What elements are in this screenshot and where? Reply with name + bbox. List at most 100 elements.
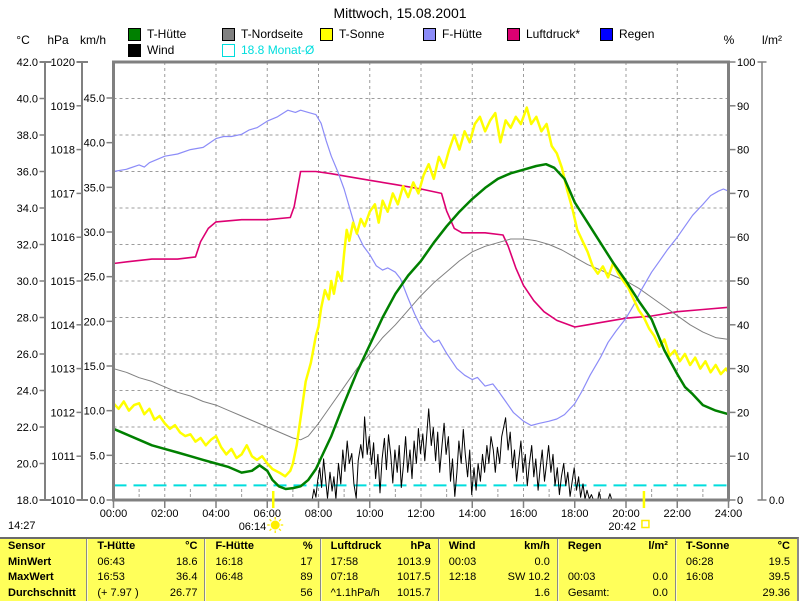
table-column-header: F-Hütte% bbox=[205, 539, 319, 555]
axis-unit-percent: % bbox=[723, 33, 735, 47]
legend-swatch-icon bbox=[128, 43, 141, 57]
legend-swatch-icon bbox=[600, 27, 613, 41]
kmh-tick-label: 35.0 bbox=[84, 182, 105, 194]
hpa-tick-label: 1010 bbox=[51, 495, 75, 507]
cell-value: 29.36 bbox=[762, 586, 790, 599]
percent-tick-label: 20 bbox=[737, 407, 749, 419]
table-column-t-h-tte: T-Hütte °C 06:43 18.6 16:53 36.4 (+ 7.97 ) 26.7… bbox=[86, 539, 204, 601]
table-row-label: MinWert bbox=[0, 555, 86, 571]
kmh-tick-label: 20.0 bbox=[84, 316, 105, 328]
legend-item-wind: Wind bbox=[128, 43, 174, 57]
table-row-label-text: Sensor bbox=[8, 540, 46, 552]
table-cell-maxwert: 12:18 SW 10.2 bbox=[439, 570, 557, 586]
sensor-unit: l/m² bbox=[648, 540, 668, 552]
legend-item-t-sonne: T-Sonne bbox=[320, 27, 384, 41]
plot-border bbox=[112, 60, 730, 502]
axis-unit-celsius: °C bbox=[16, 33, 30, 47]
legend-label: F-Hütte bbox=[442, 27, 483, 41]
cell-value: 26.77 bbox=[169, 586, 198, 599]
sensor-name: Luftdruck bbox=[330, 540, 382, 552]
sensor-unit: °C bbox=[185, 540, 198, 552]
cell-value: 89 bbox=[300, 571, 313, 583]
table-cell-durchschnitt: 1.6 bbox=[439, 586, 557, 601]
legend-item-t-nordseite: T-Nordseite bbox=[222, 27, 303, 41]
status-time: 14:27 bbox=[8, 520, 36, 532]
table-row-label: Durchschnitt bbox=[0, 586, 86, 601]
series-wind bbox=[311, 408, 613, 501]
hpa-tick-label: 1017 bbox=[51, 188, 75, 200]
series-luftdruck bbox=[112, 170, 730, 328]
celsius-tick-label: 36.0 bbox=[17, 167, 38, 179]
lm2-tick-label: 0.0 bbox=[769, 495, 784, 507]
table-cell-minwert: 06:28 19.5 bbox=[676, 555, 797, 571]
cell-value: 0.0 bbox=[534, 555, 550, 568]
time-tick-label: 14:00 bbox=[458, 508, 486, 520]
sensor-unit: km/h bbox=[524, 540, 550, 552]
cell-time: 00:03 bbox=[567, 571, 596, 583]
time-tick-label: 20:00 bbox=[612, 508, 640, 520]
table-row-label: Sensor bbox=[0, 539, 86, 555]
hpa-tick-label: 1012 bbox=[51, 407, 75, 419]
celsius-tick-label: 26.0 bbox=[17, 349, 38, 361]
hpa-tick-label: 1019 bbox=[51, 101, 75, 113]
percent-tick-label: 80 bbox=[737, 145, 749, 157]
cell-time: 16:53 bbox=[97, 571, 125, 583]
sun-ray bbox=[278, 518, 282, 522]
table-cell-maxwert: 16:53 36.4 bbox=[87, 570, 204, 586]
sunrise-time: 06:14 bbox=[239, 521, 267, 533]
table-column-header: Regen l/m² bbox=[558, 539, 675, 555]
celsius-tick-label: 20.0 bbox=[17, 459, 38, 471]
legend-item-luftdruck-: Luftdruck* bbox=[507, 27, 580, 41]
legend-swatch-icon bbox=[423, 27, 436, 41]
time-tick-label: 10:00 bbox=[356, 508, 384, 520]
table-row-label: MaxWert bbox=[0, 570, 86, 586]
hpa-tick-label: 1014 bbox=[51, 320, 75, 332]
table-row-label-text: MinWert bbox=[8, 555, 52, 568]
axis-unit-kmh: km/h bbox=[79, 33, 106, 47]
sensor-name: T-Sonne bbox=[685, 540, 730, 552]
percent-tick-label: 60 bbox=[737, 232, 749, 244]
hpa-tick-label: 1016 bbox=[51, 232, 75, 244]
cell-time: 06:28 bbox=[685, 555, 714, 568]
table-cell-minwert: 00:03 0.0 bbox=[439, 555, 557, 571]
cell-time: 06:43 bbox=[97, 555, 125, 568]
hpa-tick-label: 1013 bbox=[51, 364, 75, 376]
kmh-tick-label: 40.0 bbox=[84, 138, 105, 150]
cell-value: 1015.7 bbox=[397, 586, 431, 599]
percent-tick-label: 30 bbox=[737, 364, 749, 376]
hpa-tick-label: 1020 bbox=[51, 57, 75, 69]
table-cell-minwert: 17:58 1013.9 bbox=[321, 555, 438, 571]
percent-tick-label: 0 bbox=[737, 495, 743, 507]
table-cell-durchschnitt: Gesamt: 0.0 bbox=[558, 586, 675, 601]
sunset-icon bbox=[641, 519, 650, 529]
cell-value: SW 10.2 bbox=[507, 571, 550, 583]
time-tick-label: 16:00 bbox=[510, 508, 538, 520]
celsius-tick-label: 42.0 bbox=[17, 57, 38, 69]
axis-unit-hpa: hPa bbox=[47, 33, 69, 47]
table-column-luftdruck: Luftdruck hPa 17:58 1013.9 07:18 1017.5 ^1.1hP… bbox=[319, 539, 438, 601]
table-cell-maxwert: 16:08 39.5 bbox=[676, 570, 797, 586]
legend-swatch-icon bbox=[507, 27, 520, 41]
legend-label: T-Sonne bbox=[339, 27, 385, 41]
cell-value: 39.5 bbox=[768, 571, 790, 583]
legend-swatch-icon bbox=[320, 27, 333, 41]
sensor-name: Regen bbox=[567, 540, 602, 552]
celsius-tick-label: 34.0 bbox=[17, 203, 38, 215]
celsius-tick-label: 30.0 bbox=[17, 276, 38, 288]
legend-label: Wind bbox=[147, 43, 175, 57]
cell-value: 17 bbox=[300, 555, 313, 568]
kmh-tick-label: 45.0 bbox=[84, 93, 105, 105]
axis-unit-lm2: l/m² bbox=[762, 33, 782, 47]
time-tick-label: 18:00 bbox=[561, 508, 589, 520]
cell-time: 07:18 bbox=[330, 571, 359, 583]
time-tick-label: 12:00 bbox=[407, 508, 435, 520]
sunset-axis-tick bbox=[642, 491, 646, 508]
cell-value: 19.5 bbox=[768, 555, 790, 568]
table-column-wind: Wind km/h 00:03 0.0 12:18 SW 10.2 1.6 bbox=[437, 539, 557, 601]
cell-time: 00:03 bbox=[448, 555, 477, 568]
celsius-tick-label: 18.0 bbox=[17, 495, 38, 507]
time-tick-label: 08:00 bbox=[305, 508, 333, 520]
cell-value: 56 bbox=[300, 586, 313, 599]
time-tick-label: 04:00 bbox=[202, 508, 230, 520]
legend-item-regen: Regen bbox=[600, 27, 654, 41]
